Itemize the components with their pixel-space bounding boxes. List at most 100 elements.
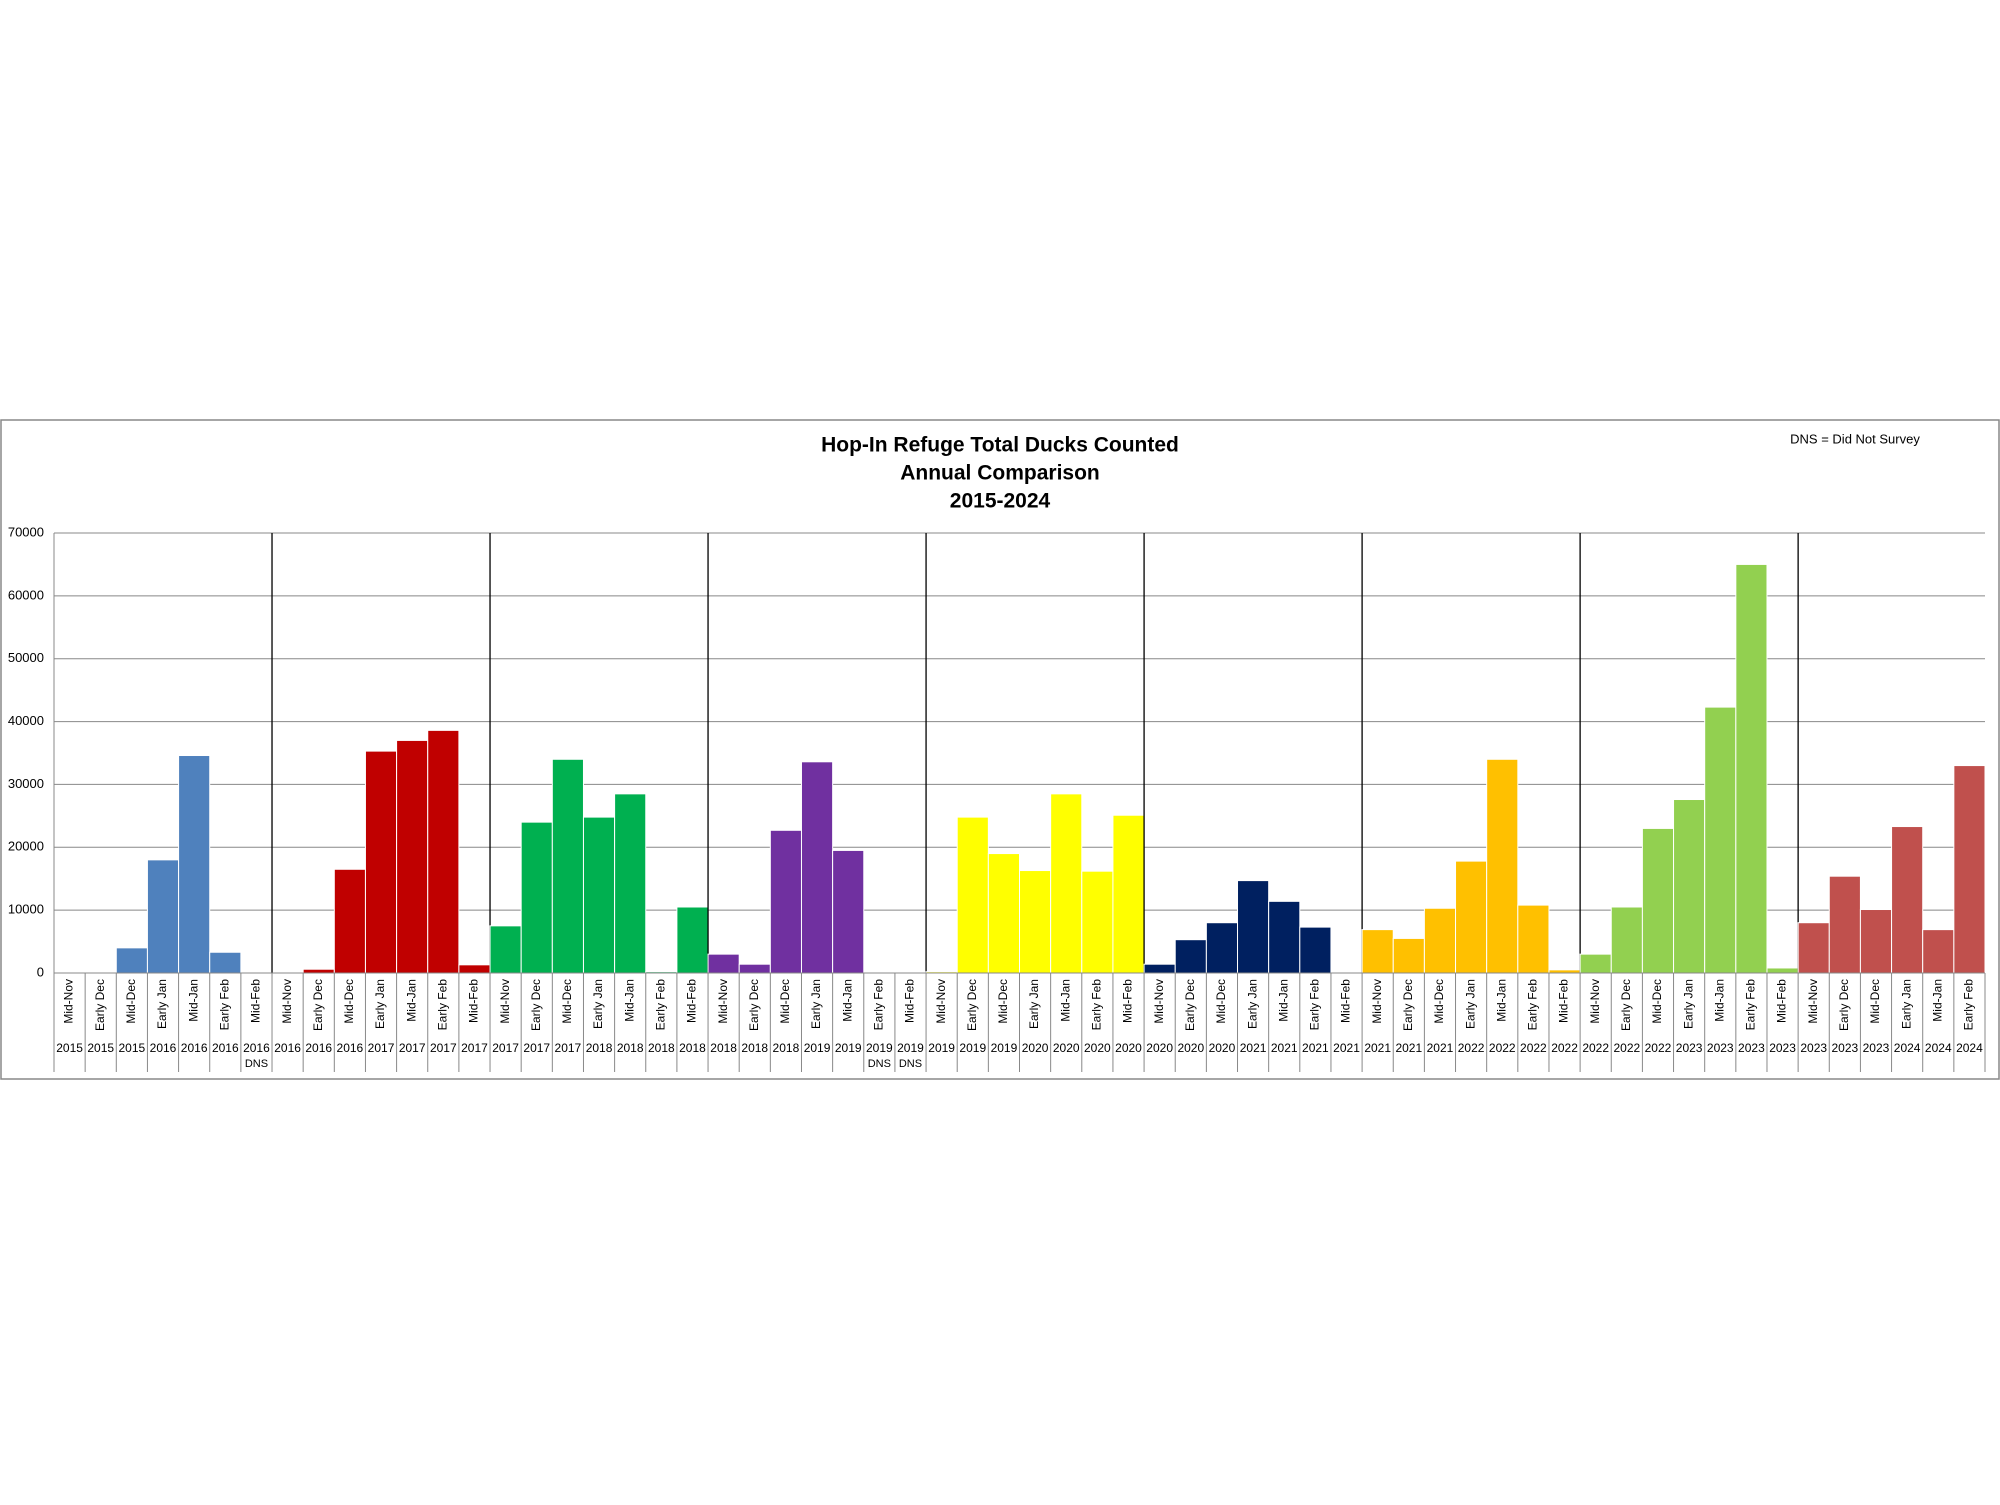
year-label: 2023: [1769, 1041, 1796, 1055]
x-tick-label: Mid-Feb: [903, 979, 917, 1023]
bar: [1735, 563, 1768, 974]
bar: [333, 868, 366, 974]
x-tick-label: Early Feb: [435, 979, 449, 1031]
x-tick-label: Mid-Dec: [996, 979, 1010, 1024]
x-tick-label: Mid-Jan: [186, 979, 200, 1022]
year-label: 2024: [1925, 1041, 1952, 1055]
year-label: 2022: [1582, 1041, 1609, 1055]
year-label: 2017: [492, 1041, 519, 1055]
dns-label: DNS: [899, 1058, 922, 1070]
bar: [1299, 926, 1332, 974]
bar: [1455, 860, 1488, 974]
year-label: 2021: [1302, 1041, 1329, 1055]
x-tick-label: Mid-Jan: [404, 979, 418, 1022]
y-tick-label: 20000: [8, 839, 44, 854]
year-label: 2018: [741, 1041, 768, 1055]
bar: [1922, 929, 1955, 974]
x-tick-label: Mid-Feb: [685, 979, 699, 1023]
year-label: 2016: [212, 1041, 239, 1055]
y-tick-label: 50000: [8, 650, 44, 665]
bar: [1797, 922, 1830, 974]
year-label: 2020: [1115, 1041, 1142, 1055]
year-label: 2024: [1956, 1041, 1983, 1055]
x-tick-label: Mid-Nov: [280, 979, 294, 1024]
year-label: 2015: [87, 1041, 114, 1055]
year-label: 2020: [1022, 1041, 1049, 1055]
year-label: 2017: [461, 1041, 488, 1055]
x-tick-label: Mid-Jan: [1494, 979, 1508, 1022]
bar: [520, 821, 553, 974]
x-tick-label: Mid-Feb: [1121, 979, 1135, 1023]
year-label: 2019: [897, 1041, 924, 1055]
year-label: 2019: [928, 1041, 955, 1055]
x-tick-label: Mid-Dec: [1868, 979, 1882, 1024]
x-tick-label: Mid-Feb: [1339, 979, 1353, 1023]
year-label: 2018: [773, 1041, 800, 1055]
bar: [1859, 909, 1893, 974]
x-tick-label: Early Feb: [217, 979, 231, 1031]
x-tick-label: Mid-Jan: [1058, 979, 1072, 1022]
bar: [832, 849, 865, 974]
x-tick-label: Mid-Feb: [1775, 979, 1789, 1023]
year-label: 2018: [679, 1041, 706, 1055]
note: DNS = Did Not Survey: [1790, 431, 1920, 446]
x-tick-label: Early Feb: [1090, 979, 1104, 1031]
year-label: 2016: [243, 1041, 270, 1055]
bar: [1423, 907, 1457, 974]
bar: [956, 816, 989, 974]
bar: [987, 853, 1021, 974]
bar: [738, 963, 771, 974]
x-tick-label: Early Dec: [529, 979, 543, 1031]
year-label: 2016: [337, 1041, 364, 1055]
year-label: 2023: [1707, 1041, 1734, 1055]
year-label: 2018: [586, 1041, 613, 1055]
x-tick-label: Mid-Nov: [716, 979, 730, 1024]
bar: [1673, 799, 1706, 974]
x-tick-label: Mid-Nov: [62, 979, 76, 1024]
x-tick-label: Mid-Jan: [1930, 979, 1944, 1022]
x-tick-label: Mid-Feb: [1557, 979, 1571, 1023]
bar: [1704, 706, 1737, 974]
bar: [364, 750, 398, 974]
year-label: 2023: [1863, 1041, 1890, 1055]
x-tick-label: Mid-Dec: [560, 979, 574, 1024]
year-label: 2019: [959, 1041, 986, 1055]
year-label: 2016: [274, 1041, 301, 1055]
year-label: 2021: [1395, 1041, 1422, 1055]
dns-label: DNS: [245, 1058, 268, 1070]
x-tick-label: Early Feb: [654, 979, 668, 1031]
year-label: 2021: [1271, 1041, 1298, 1055]
x-tick-label: Mid-Dec: [1432, 979, 1446, 1024]
x-tick-label: Early Feb: [872, 979, 886, 1031]
bar: [1174, 939, 1207, 974]
bar: [178, 755, 211, 974]
bar: [1392, 937, 1425, 974]
x-tick-label: Early Jan: [1899, 979, 1913, 1029]
bar: [1766, 967, 1799, 974]
year-label: 2021: [1333, 1041, 1360, 1055]
year-label: 2024: [1894, 1041, 1921, 1055]
x-tick-label: Mid-Nov: [1588, 979, 1602, 1024]
year-label: 2020: [1146, 1041, 1173, 1055]
x-tick-label: Early Feb: [1962, 979, 1976, 1031]
year-label: 2019: [835, 1041, 862, 1055]
year-label: 2023: [1738, 1041, 1765, 1055]
bar: [614, 793, 647, 974]
bar: [1828, 875, 1861, 974]
x-tick-label: Mid-Dec: [1214, 979, 1228, 1024]
year-label: 2023: [1800, 1041, 1827, 1055]
x-tick-label: Early Dec: [1619, 979, 1633, 1031]
year-label: 2023: [1831, 1041, 1858, 1055]
year-label: 2021: [1427, 1041, 1454, 1055]
bar: [1143, 963, 1176, 974]
x-tick-label: Mid-Jan: [1712, 979, 1726, 1022]
bar: [1268, 900, 1301, 974]
year-label: 2019: [804, 1041, 831, 1055]
year-label: 2016: [150, 1041, 177, 1055]
year-label: 2023: [1676, 1041, 1703, 1055]
x-tick-label: Mid-Dec: [124, 979, 138, 1024]
x-tick-label: Early Jan: [809, 979, 823, 1029]
y-tick-label: 0: [37, 964, 44, 979]
